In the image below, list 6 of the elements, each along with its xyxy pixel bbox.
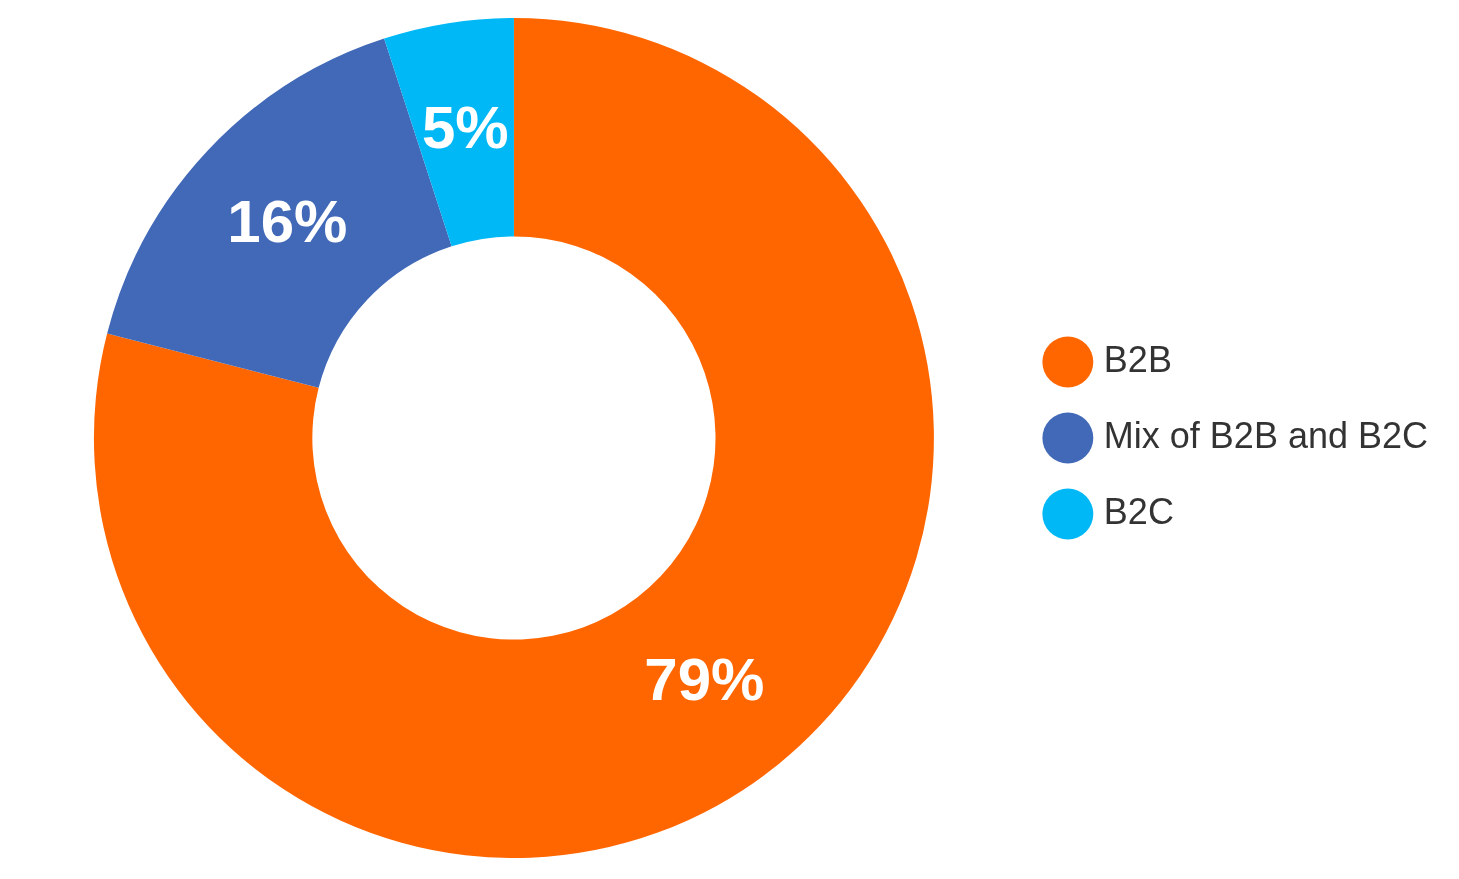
data-label: 16%	[227, 187, 348, 255]
legend-label: B2B	[1103, 338, 1172, 380]
legend-label: Mix of B2B and B2C	[1103, 414, 1429, 456]
data-label: 79%	[644, 646, 765, 714]
data-label: 5%	[421, 93, 509, 161]
legend-label: B2C	[1103, 490, 1174, 532]
